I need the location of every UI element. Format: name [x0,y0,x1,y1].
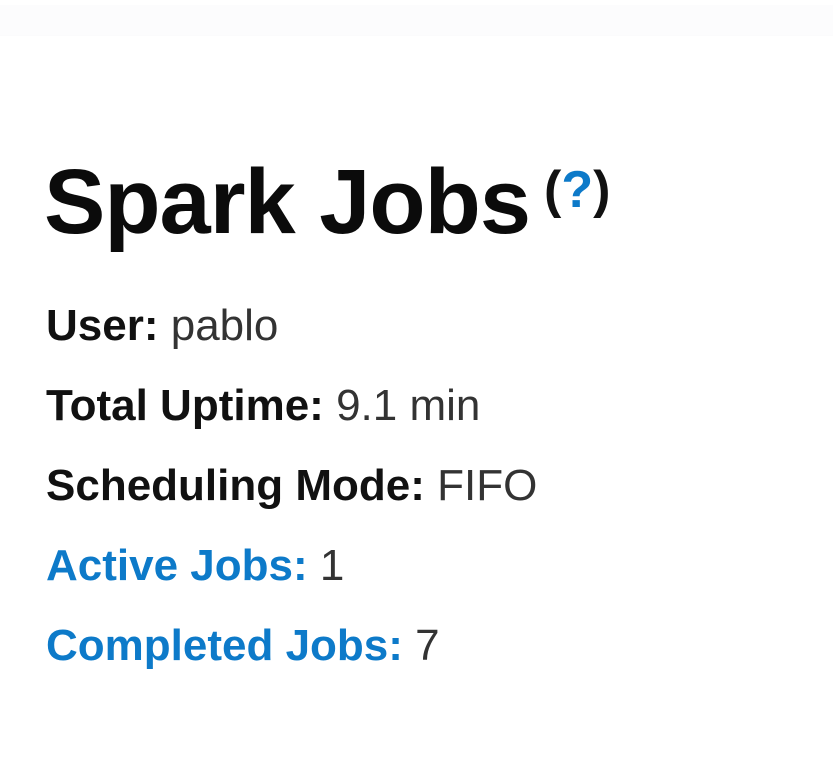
help-group: (?) [544,161,610,219]
summary-value-user: pablo [170,301,279,350]
summary-label-user: User: [46,301,159,350]
page-title-text: Spark Jobs [44,150,531,253]
summary-item-completed-jobs[interactable]: Completed Jobs: 7 [46,606,537,686]
active-jobs-link[interactable]: Active Jobs: [46,541,308,590]
job-summary-list: User: pablo Total Uptime: 9.1 min Schedu… [46,286,537,686]
summary-label-total-uptime: Total Uptime: [46,381,324,430]
completed-jobs-link[interactable]: Completed Jobs: [46,621,403,670]
summary-value-scheduling-mode: FIFO [437,461,538,510]
help-open-paren: ( [543,160,562,219]
summary-item-active-jobs[interactable]: Active Jobs: 1 [46,526,537,606]
summary-item-total-uptime: Total Uptime: 9.1 min [46,366,537,446]
page-title: Spark Jobs (?) [44,150,610,264]
summary-value-active-jobs: 1 [319,541,345,590]
navbar-bottom-edge [0,5,833,36]
summary-value-total-uptime: 9.1 min [336,381,481,430]
summary-value-completed-jobs: 7 [415,621,440,670]
help-question-mark-icon[interactable]: ? [561,160,594,219]
summary-item-user: User: pablo [46,286,537,366]
summary-label-scheduling-mode: Scheduling Mode: [46,461,425,510]
help-close-paren: ) [593,160,611,219]
summary-item-scheduling-mode: Scheduling Mode: FIFO [46,446,537,526]
